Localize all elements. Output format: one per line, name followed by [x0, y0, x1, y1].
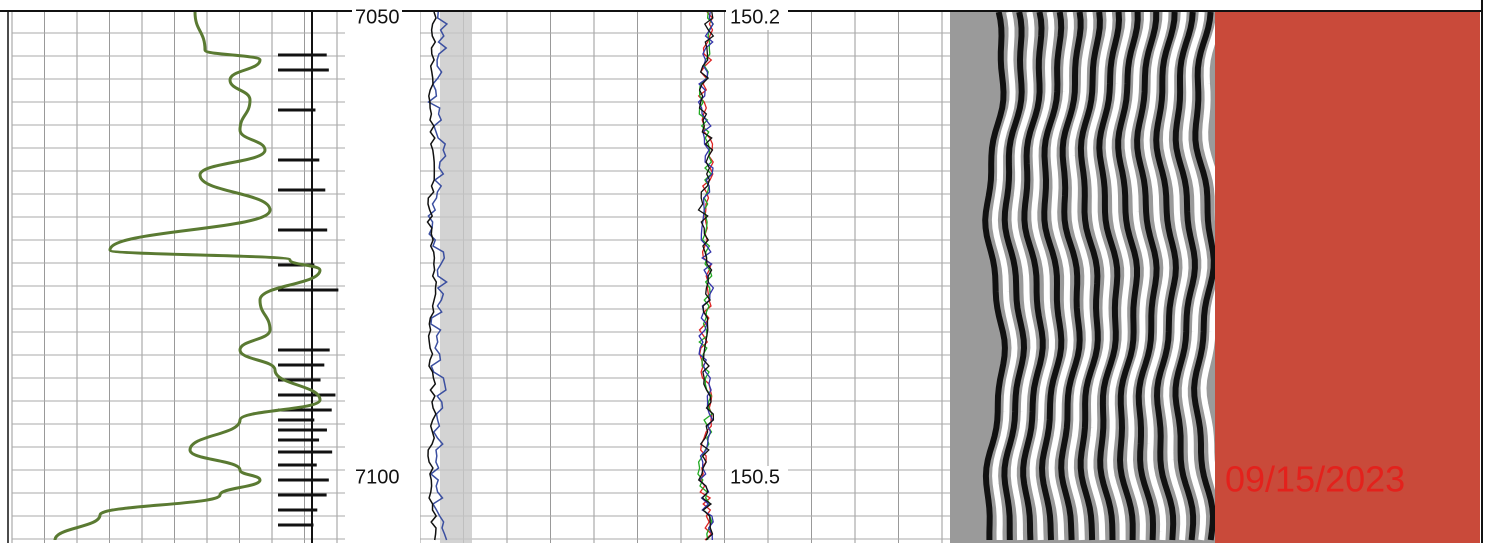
vdl-stripe: [1001, 11, 1028, 541]
vdl-stripe: [1048, 11, 1074, 541]
vdl-stripe: [1038, 11, 1065, 541]
label-bg: [726, 466, 788, 490]
time-label: 150.5: [730, 466, 780, 488]
vdl-stripe: [1143, 11, 1170, 541]
black-curve: [426, 11, 438, 541]
label-bg: [352, 6, 402, 30]
vdl-stripe: [1153, 11, 1179, 541]
vdl-stripe: [1058, 11, 1084, 541]
depth-label: 7100: [355, 466, 400, 488]
shaded-band: [440, 12, 472, 543]
green-curve: [53, 11, 322, 541]
vdl-stripe: [1115, 11, 1141, 541]
vdl-stripe: [1181, 11, 1208, 541]
depth-label: 7050: [355, 6, 400, 28]
time-curves: [697, 11, 715, 541]
time-label: 150.2: [730, 6, 780, 28]
red-panel: [1215, 12, 1480, 543]
vdl-stripe: [991, 11, 1018, 541]
vdl-stripe: [982, 11, 1008, 540]
vdl-stripe: [1172, 11, 1198, 541]
vdl-stripe: [1087, 11, 1113, 541]
vdl-stripe: [1105, 11, 1132, 540]
vdl-stripe: [1010, 11, 1037, 541]
vdl-stripe: [1191, 11, 1217, 541]
vdl-stripe: [1077, 11, 1103, 541]
label-bg: [352, 466, 402, 490]
time-curve: [697, 11, 715, 541]
track-1-grid: [11, 12, 345, 543]
label-bg: [726, 6, 788, 30]
date-stamp: 09/15/2023: [1225, 459, 1405, 500]
vdl-stripe: [1134, 11, 1160, 541]
blue-curve: [427, 11, 449, 541]
vdl-stripe: [1020, 11, 1046, 541]
vdl-stripe: [1067, 11, 1094, 541]
time-curve: [697, 11, 715, 541]
vdl-stripes: [982, 11, 1227, 541]
vdl-stripe: [1124, 12, 1150, 541]
depth-track: [345, 12, 420, 543]
vdl-stripe: [1029, 11, 1056, 541]
vdl-stripe: [1096, 11, 1123, 541]
vdl-stripe: [1162, 11, 1189, 541]
